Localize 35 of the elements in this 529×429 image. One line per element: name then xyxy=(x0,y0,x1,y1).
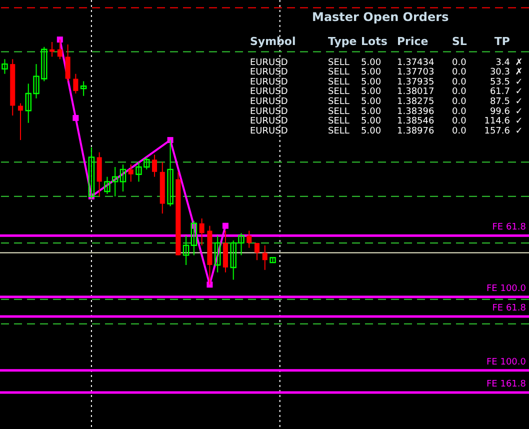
candlestick xyxy=(152,154,158,178)
text: EURUSD SELL 5.00 1.37703 0.0 30.3 ✗ xyxy=(250,68,523,78)
point xyxy=(206,282,213,288)
text: EURUSD SELL 5.00 1.38396 0.0 99.6 ✓ xyxy=(250,106,523,117)
point xyxy=(167,137,174,144)
ref-line-label: FE 61.8 xyxy=(492,222,526,233)
text: EURUSD SELL 5.00 1.38275 0.0 87.5 ✓ xyxy=(250,97,523,107)
point xyxy=(56,36,63,43)
ref-line-label: FE 161.8 xyxy=(486,379,526,390)
candlestick xyxy=(262,244,268,270)
candlestick xyxy=(182,235,190,266)
text: Symbol Type Lots Price SL TP xyxy=(250,35,510,48)
candlestick xyxy=(18,102,24,141)
candlestick xyxy=(120,164,126,192)
candlestick xyxy=(128,164,134,182)
ref-line-label: FE 100.0 xyxy=(486,357,526,368)
candlestick xyxy=(50,42,55,58)
text: EURUSD SELL 5.00 1.38017 0.0 61.7 ✓ xyxy=(250,87,523,98)
ref-line-label: FE 100.0 xyxy=(486,284,526,294)
candlestick xyxy=(254,242,260,261)
text: EURUSD SELL 5.00 1.38546 0.0 114.6 ✓ xyxy=(250,116,523,127)
candlestick xyxy=(65,44,70,82)
candlestick xyxy=(2,58,8,74)
candlestick xyxy=(80,80,87,96)
point xyxy=(222,222,228,229)
ref-line-label: FE 61.8 xyxy=(492,303,526,314)
text: EURUSD SELL 5.00 1.37935 0.0 53.5 ✓ xyxy=(250,77,523,88)
candlestick xyxy=(199,218,204,246)
candlestick xyxy=(73,73,78,94)
text: EURUSD SELL 5.00 1.37434 0.0 3.4 ✗ xyxy=(250,58,523,68)
text: Master Open Orders xyxy=(312,10,449,24)
point xyxy=(72,114,79,121)
candlestick xyxy=(246,230,252,248)
candlestick xyxy=(214,235,221,273)
text: EURUSD SELL 5.00 1.38976 0.0 157.6 ✓ xyxy=(250,126,523,136)
